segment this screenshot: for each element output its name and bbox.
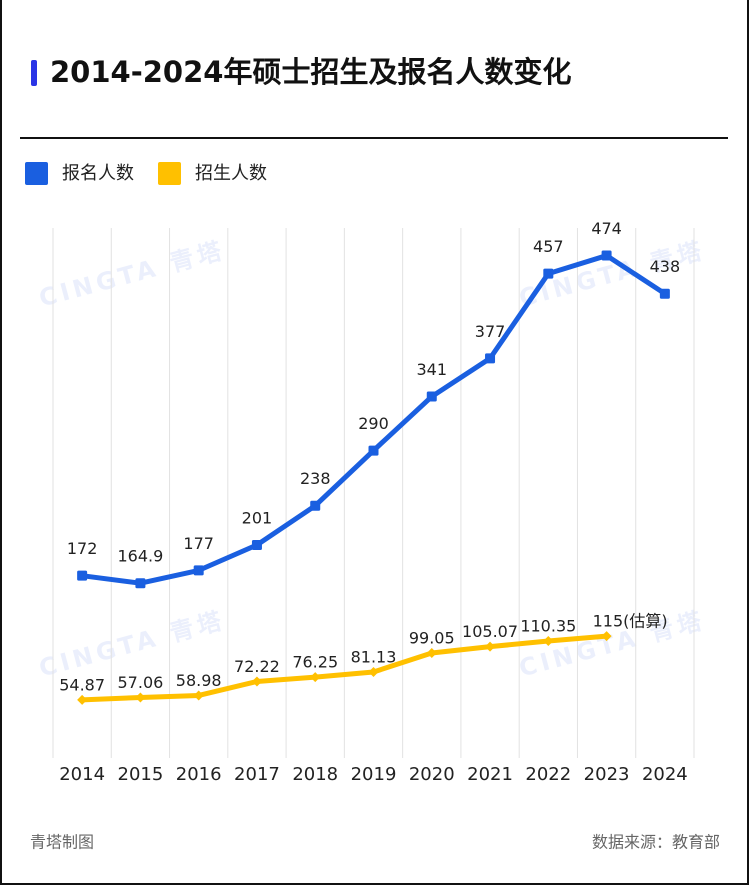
legend-label: 招生人数 (195, 163, 267, 184)
x-tick-label: 2019 (351, 764, 397, 785)
point (135, 578, 146, 589)
data-label: 177 (183, 534, 214, 553)
data-label: 290 (358, 414, 389, 433)
x-tick-label: 2020 (409, 764, 455, 785)
x-tick-label: 2022 (525, 764, 571, 785)
data-label: 438 (650, 257, 681, 276)
point (77, 694, 88, 705)
x-tick-label: 2015 (118, 764, 164, 785)
x-tick-label: 2014 (59, 764, 105, 785)
data-label: 341 (416, 360, 447, 379)
point (251, 539, 262, 550)
data-label: 377 (475, 322, 506, 341)
series-line (82, 633, 607, 703)
point (251, 676, 262, 687)
point (426, 391, 437, 402)
point (135, 692, 146, 703)
data-label: 54.87 (59, 675, 105, 694)
data-label: 457 (533, 237, 564, 256)
point (77, 570, 88, 581)
data-label: 474 (591, 219, 622, 238)
x-tick-label: 2018 (292, 764, 338, 785)
point (368, 445, 379, 456)
point (601, 250, 612, 261)
legend-label: 报名人数 (62, 163, 134, 184)
data-label: 105.07 (462, 622, 518, 641)
data-label: 110.35 (520, 617, 576, 636)
x-tick-label: 2024 (642, 764, 688, 785)
point (485, 641, 496, 652)
data-label: 72.22 (234, 657, 280, 676)
x-tick-label: 2016 (176, 764, 222, 785)
data-label: 164.9 (118, 547, 164, 566)
x-tick-label: 2017 (234, 764, 280, 785)
point (310, 500, 321, 511)
chart-title: 2014-2024年硕士招生及报名人数变化 (50, 55, 571, 89)
point (310, 672, 321, 683)
point (426, 648, 437, 659)
credit: 青塔制图 (30, 833, 94, 852)
legend-swatch (158, 162, 181, 185)
title-marker (31, 60, 37, 86)
point (543, 636, 554, 647)
point (601, 631, 612, 642)
data-label: 201 (242, 508, 273, 527)
data-label: 81.13 (351, 648, 397, 667)
data-label: 76.25 (292, 653, 338, 672)
grid (52, 228, 695, 758)
data-label: 238 (300, 469, 331, 488)
data-label: 57.06 (118, 673, 164, 692)
point (193, 565, 204, 576)
point (193, 690, 204, 701)
point (368, 667, 379, 678)
data-label: 99.05 (409, 629, 455, 648)
source: 数据来源：教育部 (592, 833, 720, 852)
x-tick-label: 2023 (584, 764, 630, 785)
legend-swatch (25, 162, 48, 185)
data-label: 58.98 (176, 671, 222, 690)
point (659, 288, 670, 299)
x-tick-label: 2021 (467, 764, 513, 785)
point (485, 353, 496, 364)
watermark: CINGTA 青塔 (36, 236, 228, 313)
data-label: 172 (67, 539, 98, 558)
point (543, 268, 554, 279)
data-label: 115(估算) (593, 612, 668, 631)
plot: 2014 2015 2016 2017 2018 2019 2020 2021 2022 2023… (25, 162, 688, 785)
